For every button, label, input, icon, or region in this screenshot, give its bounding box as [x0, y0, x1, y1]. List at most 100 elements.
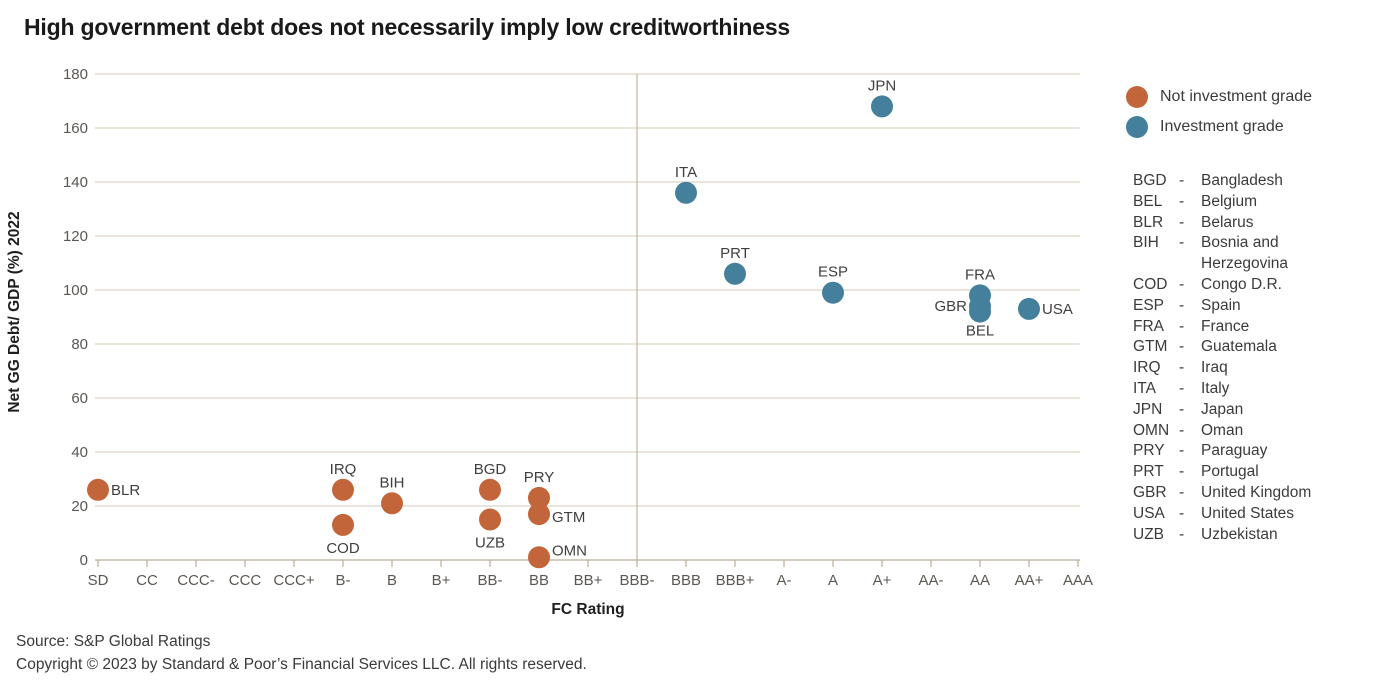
- country-name: Bangladesh: [1201, 172, 1283, 189]
- point-label-ITA: ITA: [675, 164, 697, 181]
- point-label-BEL: BEL: [966, 323, 994, 340]
- data-point-ITA: [675, 181, 697, 204]
- chart-title: High government debt does not necessaril…: [24, 14, 791, 40]
- dash-separator: -: [1179, 213, 1185, 231]
- dash-separator: -: [1179, 192, 1185, 210]
- dash-separator: -: [1179, 525, 1185, 543]
- dash-separator: -: [1179, 442, 1185, 460]
- point-label-BGD: BGD: [474, 461, 507, 478]
- y-tick-label: 80: [71, 336, 88, 353]
- x-tick-label: CC: [136, 572, 158, 589]
- abbrev-row: OMN - Oman: [1133, 421, 1365, 442]
- point-label-OMN: OMN: [552, 542, 587, 559]
- x-tick-label: B+: [432, 572, 451, 589]
- data-point-JPN: [871, 95, 893, 118]
- country-code: PRY: [1133, 442, 1165, 460]
- country-name: Portugal: [1201, 463, 1259, 481]
- x-tick-label: CCC+: [273, 572, 314, 589]
- abbrev-row: PRT - Portugal: [1133, 462, 1365, 483]
- x-tick-label: CCC: [229, 572, 262, 589]
- x-tick-label: B: [387, 572, 397, 589]
- y-tick-label: 40: [71, 444, 88, 461]
- legend-swatch-circle: [1126, 86, 1148, 108]
- legend-label: Not investment grade: [1160, 88, 1313, 105]
- point-label-PRY: PRY: [524, 469, 555, 486]
- abbrev-row: PRY - Paraguay: [1133, 441, 1365, 462]
- country-name: Uzbekistan: [1201, 525, 1278, 543]
- abbrev-row: BEL - Belgium: [1133, 192, 1365, 213]
- country-name: Japan: [1201, 400, 1244, 418]
- point-label-FRA: FRA: [965, 266, 995, 283]
- y-tick-label: 0: [80, 552, 88, 569]
- country-name: Spain: [1201, 296, 1241, 314]
- y-tick-label: 20: [71, 498, 88, 515]
- dash-separator: -: [1179, 296, 1185, 314]
- data-point-BLR: [87, 478, 109, 501]
- data-point-BGD: [479, 478, 501, 501]
- legend-swatch-circle: [1126, 116, 1148, 138]
- x-tick-label: BB-: [477, 572, 502, 589]
- abbrev-row: ESP - Spain: [1133, 296, 1365, 317]
- abbrev-row: USA - United States: [1133, 504, 1365, 525]
- x-axis-title: FC Rating: [551, 601, 625, 618]
- x-tick-label: SD: [88, 572, 109, 589]
- country-code: BLR: [1133, 213, 1164, 231]
- legend-item: Investment grade: [1126, 116, 1312, 138]
- x-tick-label: B-: [336, 572, 351, 589]
- data-point-UZB: [479, 508, 501, 531]
- dash-separator: -: [1179, 234, 1185, 252]
- abbrev-row: FRA - France: [1133, 317, 1365, 338]
- dash-separator: -: [1179, 172, 1185, 189]
- dash-separator: -: [1179, 359, 1185, 377]
- y-tick-label: 140: [63, 174, 88, 191]
- point-label-ESP: ESP: [818, 264, 848, 281]
- abbrev-row: GBR - United Kingdom: [1133, 483, 1365, 504]
- x-tick-label: CCC-: [177, 572, 215, 589]
- point-label-PRT: PRT: [720, 245, 750, 262]
- legend-item: Not investment grade: [1126, 86, 1312, 108]
- abbrev-row: UZB - Uzbekistan: [1133, 525, 1365, 546]
- x-tick-label: AAA: [1063, 572, 1093, 589]
- country-code: GBR: [1133, 483, 1167, 501]
- point-label-IRQ: IRQ: [330, 461, 357, 478]
- abbrev-row: IRQ - Iraq: [1133, 358, 1365, 379]
- data-point-ESP: [822, 281, 844, 304]
- y-axis-title: Net GG Debt/ GDP (%) 2022: [6, 211, 23, 413]
- country-name: Oman: [1201, 421, 1244, 439]
- footer: Source: S&P Global Ratings Copyright © 2…: [16, 631, 587, 676]
- data-point-COD: [332, 513, 354, 536]
- x-tick-label: A: [828, 572, 838, 589]
- country-code: BEL: [1133, 192, 1163, 210]
- dash-separator: -: [1179, 275, 1185, 293]
- dash-separator: -: [1179, 317, 1185, 335]
- country-name: Guatemala: [1201, 338, 1277, 356]
- country-code: ITA: [1133, 379, 1156, 397]
- data-point-IRQ: [332, 478, 354, 501]
- x-tick-label: AA-: [918, 572, 943, 589]
- point-label-GBR: GBR: [934, 298, 967, 315]
- dash-separator: -: [1179, 463, 1185, 481]
- point-label-JPN: JPN: [868, 77, 896, 94]
- x-tick-label: BBB: [671, 572, 701, 589]
- data-point-BIH: [381, 492, 403, 515]
- abbrev-row: GTM - Guatemala: [1133, 337, 1365, 358]
- abbrev-row: BGD - Bangladesh: [1133, 171, 1365, 192]
- dash-separator: -: [1179, 338, 1185, 356]
- country-code: JPN: [1133, 400, 1163, 418]
- country-code: BIH: [1133, 234, 1159, 252]
- country-name: France: [1201, 317, 1250, 335]
- x-tick-label: BBB-: [619, 572, 654, 589]
- y-tick-label: 180: [63, 66, 88, 83]
- dash-separator: -: [1179, 504, 1185, 522]
- country-name: Italy: [1201, 379, 1230, 397]
- country-name: Belgium: [1201, 192, 1257, 210]
- country-code: COD: [1133, 275, 1168, 293]
- data-point-BEL: [969, 300, 991, 323]
- country-name: Paraguay: [1201, 442, 1268, 460]
- country-code: UZB: [1133, 525, 1164, 543]
- data-point-USA: [1018, 297, 1040, 320]
- country-name: United Kingdom: [1201, 483, 1312, 501]
- x-tick-label: AA: [970, 572, 990, 589]
- country-code: BGD: [1133, 172, 1167, 189]
